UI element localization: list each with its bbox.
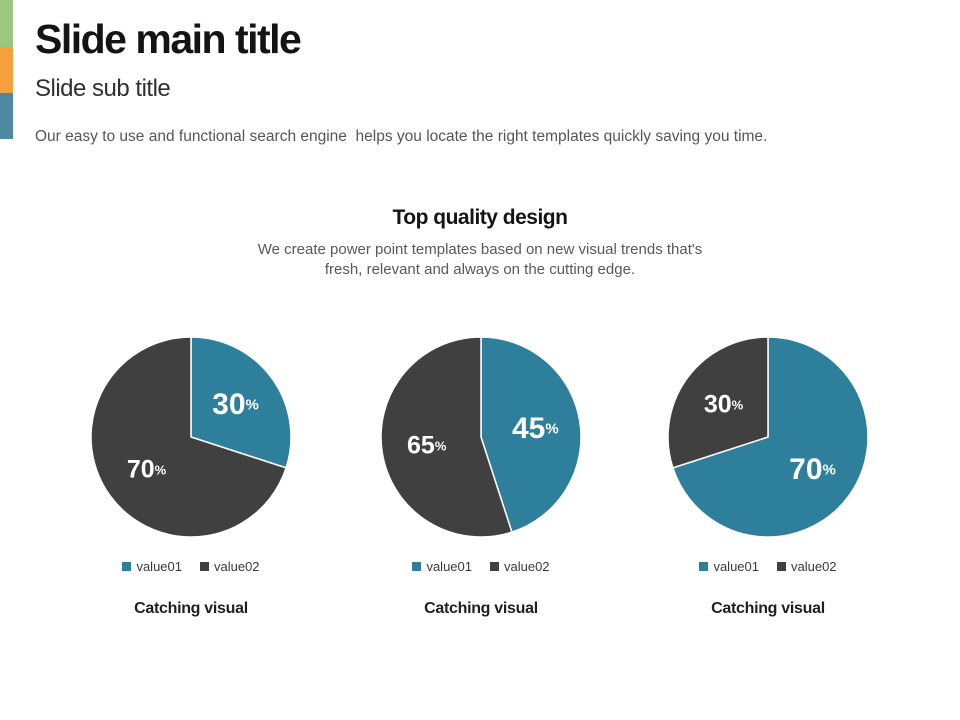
legend-label: value01 [713,559,759,574]
pie-chart: 30% 70% [88,334,294,540]
pie-slice-value02 [90,336,287,538]
percent-sign: % [246,396,259,413]
percent-sign: % [435,438,447,453]
orange-bar [0,47,13,93]
legend-swatch-value01 [122,562,132,571]
teal-bar [0,93,13,139]
pie-slice-value02 [667,336,769,469]
pie-chart: 45% 65% [378,334,584,540]
percent-sign: % [823,461,836,478]
slide-main-title: Slide main title [35,16,302,62]
legend-item-value01: value01 [122,559,182,574]
pie-slice-value01 [672,336,869,538]
legend-swatch-value01 [699,562,709,571]
pie-slice-value02 [380,336,513,538]
pie-chart-svg: 45%65% [380,336,582,538]
pie-chart-group-1: 30% 70% value01 value02 Catching visual [46,334,336,618]
legend-swatch-value01 [412,562,422,571]
legend-label: value01 [136,559,182,574]
legend-item-value02: value02 [777,559,837,574]
pie-chart: 70% 30% [665,334,871,540]
legend-item-value02: value02 [200,559,260,574]
pie-chart-group-2: 45% 65% value01 value02 Catching visual [336,334,626,618]
legend-swatch-value02 [777,562,786,571]
legend-label: value02 [504,559,550,574]
pie-slice-value01 [190,336,292,469]
legend-swatch-value02 [490,562,499,571]
legend-item-value01: value01 [412,559,472,574]
legend-swatch-value02 [200,562,209,571]
chart-caption: Catching visual [711,600,825,617]
pie-slice-value01 [480,336,582,533]
legend-label: value02 [791,559,837,574]
legend-label: value01 [426,559,472,574]
percent-sign: % [545,420,558,437]
percent-sign: % [732,397,744,412]
legend-item-value02: value02 [490,559,550,574]
pie-chart-svg: 70%30% [667,336,869,538]
pie-chart-svg: 30%70% [90,336,292,538]
chart-caption: Catching visual [134,600,248,617]
lead-paragraph: Our easy to use and functional search en… [35,128,768,145]
legend-item-value01: value01 [699,559,759,574]
percent-sign: % [155,462,167,477]
chart-caption: Catching visual [424,600,538,617]
chart-legend: value01 value02 [336,559,626,574]
green-bar [0,0,13,47]
slide-sub-title: Slide sub title [35,75,171,102]
chart-legend: value01 value02 [623,559,913,574]
pie-chart-group-3: 70% 30% value01 value02 Catching visual [623,334,913,618]
chart-legend: value01 value02 [46,559,336,574]
section-heading: Top quality design [392,206,568,229]
section-description: We create power point templates based on… [257,241,703,278]
legend-label: value02 [214,559,260,574]
accent-bar [0,0,13,139]
